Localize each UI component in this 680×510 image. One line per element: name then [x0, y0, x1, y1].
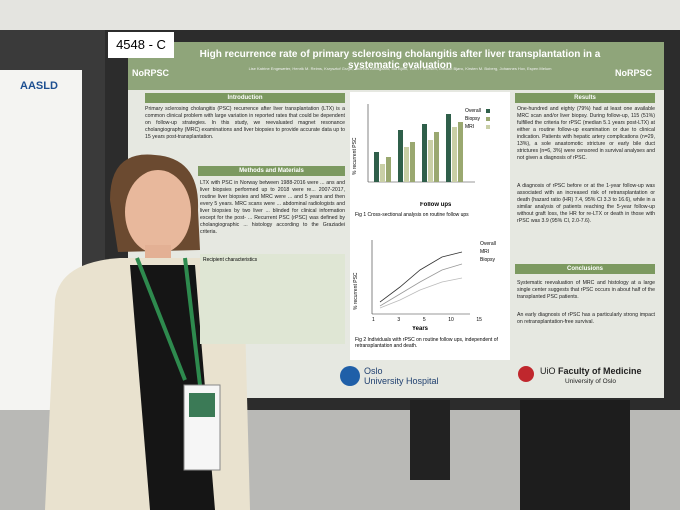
hospital-line: University Hospital — [364, 376, 439, 386]
x-tick: 5 — [422, 317, 426, 323]
results-text: A diagnosis of rPSC before or at the 1-y… — [517, 183, 655, 224]
y-label: % recurrent PSC — [353, 272, 359, 310]
uio-seal — [518, 366, 534, 382]
x-tick: 10 — [448, 317, 454, 323]
y-label: % recurrent PSC — [352, 137, 358, 175]
legend-entry: Biopsy — [480, 257, 496, 263]
x-label: Follow ups — [420, 202, 452, 208]
x-tick: 1 — [372, 317, 375, 323]
results-text: One-hundred and eighty (79%) had at leas… — [517, 106, 655, 161]
x-tick: 3 — [397, 317, 401, 323]
conclusion-bullet: An early diagnosis of rPSC has a particu… — [517, 312, 655, 325]
legend-entry: Overall — [480, 241, 496, 247]
university: University of Oslo — [565, 378, 616, 385]
figures — [367, 104, 490, 315]
section-heading: Introduction — [145, 93, 345, 103]
legend-entry: MRI — [480, 249, 490, 255]
table: Recipient characteristics — [200, 254, 345, 344]
uio: UiO Faculty of Medicine — [540, 366, 642, 376]
legend-entry: Biopsy — [465, 116, 481, 122]
logo-norpsc: NoRPSC — [615, 68, 653, 78]
x-label: Years — [412, 326, 429, 332]
methods-text: LTX with PSC in Norway between 1988-2016… — [200, 180, 345, 235]
caption: Fig 2 Individuals with rPSC on routine f… — [355, 337, 498, 349]
hospital-logo — [340, 366, 360, 386]
conclusion-bullet: Systematic reevaluation of MRC and histo… — [517, 280, 655, 300]
hospital-line: Oslo — [364, 366, 383, 376]
table-heading: Recipient characteristics — [203, 257, 258, 263]
uio-logo: UiO — [540, 366, 556, 376]
legend-entry: Overall — [465, 108, 481, 114]
x-tick: 15 — [476, 317, 482, 323]
intro-text: Primary sclerosing cholangitis (PSC) rec… — [145, 106, 345, 140]
figure-panel — [350, 92, 510, 360]
section-heading: Conclusions — [515, 264, 655, 274]
logo-norpsc: NoRPSC — [132, 68, 170, 78]
faculty: Faculty of Medicine — [558, 366, 642, 376]
section-heading: Results — [515, 93, 655, 103]
section-heading: Methods and Materials — [198, 166, 345, 176]
aasld-logo: AASLD — [20, 80, 58, 92]
poster-title: High recurrence rate of primary sclerosi… — [199, 49, 601, 71]
caption: Fig 1 Cross-sectional analysis on routin… — [355, 212, 469, 218]
x-ticks: 1 3 5 10 15 — [372, 317, 482, 323]
authors: Lise Katrine Engesæter, Henrik M. Reims,… — [248, 66, 552, 71]
hospital-name: Oslo University Hospital — [364, 366, 439, 386]
legend: Overall Biopsy MRI — [465, 107, 481, 131]
poster-number: 4548 - C — [108, 32, 174, 58]
legend: Overall MRI Biopsy — [480, 240, 496, 264]
legend-entry: MRI — [465, 124, 475, 130]
